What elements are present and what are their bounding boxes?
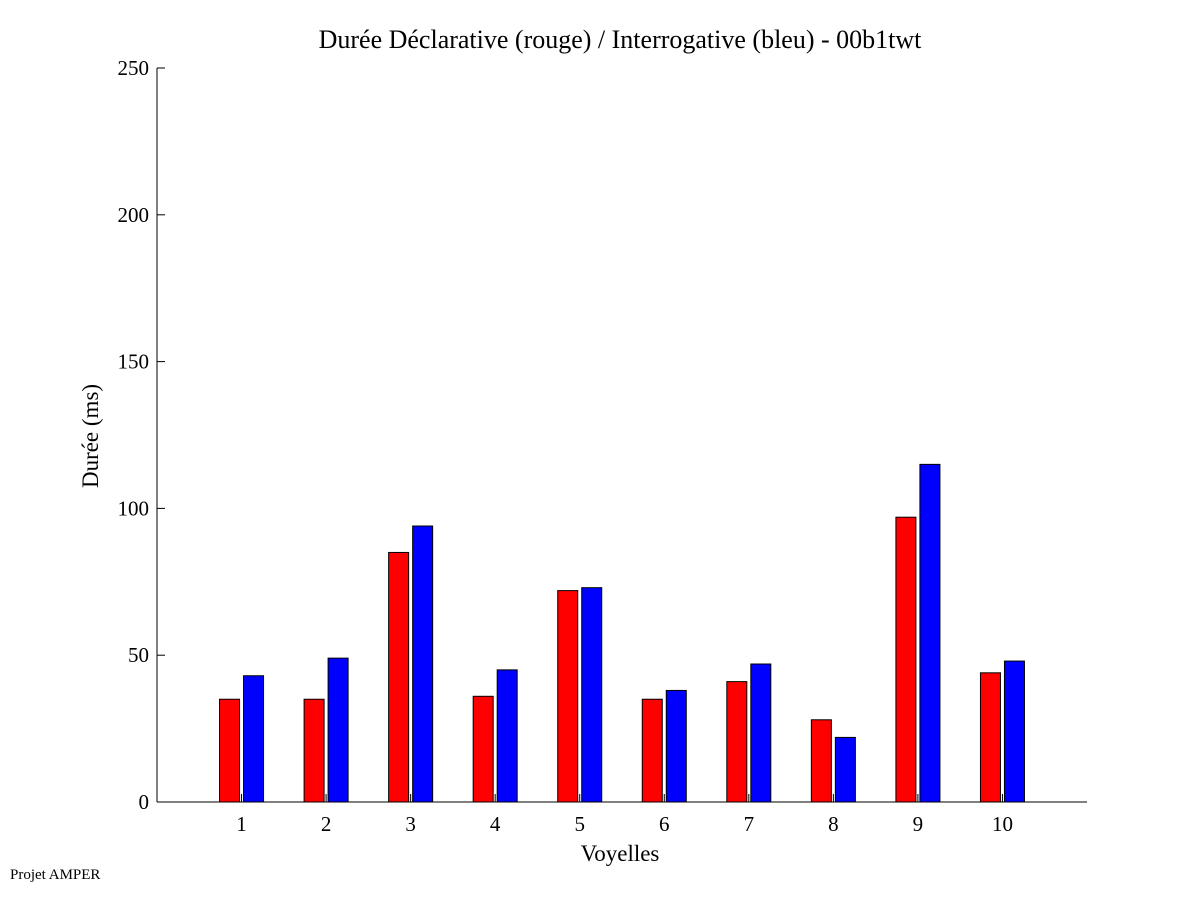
bar	[496, 669, 518, 803]
y-tick-label: 50	[128, 643, 149, 667]
y-tick-label: 100	[118, 496, 150, 520]
bar	[895, 516, 917, 803]
y-axis-label: Durée (ms)	[78, 384, 103, 488]
footer-credit: Projet AMPER	[10, 867, 100, 883]
x-tick-label: 3	[405, 812, 416, 836]
x-axis-label: Voyelles	[581, 841, 660, 866]
chart-title: Durée Déclarative (rouge) / Interrogativ…	[319, 25, 923, 54]
bar	[327, 657, 349, 803]
y-tick-label: 250	[118, 56, 150, 80]
bar	[581, 587, 603, 803]
bar	[919, 463, 941, 803]
bar	[303, 698, 325, 803]
x-tick-label: 10	[992, 812, 1013, 836]
bar	[219, 698, 241, 803]
bar	[810, 719, 832, 803]
bar	[750, 663, 772, 803]
bar	[388, 551, 410, 803]
y-tick-label: 200	[118, 203, 150, 227]
y-tick-label: 0	[139, 790, 150, 814]
bar	[979, 672, 1001, 803]
bar	[557, 590, 579, 803]
y-tick-label: 150	[118, 350, 150, 374]
x-tick-label: 4	[490, 812, 501, 836]
x-tick-label: 8	[828, 812, 839, 836]
x-tick-label: 1	[236, 812, 247, 836]
x-tick-label: 5	[574, 812, 585, 836]
x-tick-label: 7	[744, 812, 755, 836]
bar	[641, 698, 663, 803]
x-tick-label: 6	[659, 812, 670, 836]
bar	[834, 736, 856, 803]
x-tick-label: 2	[321, 812, 332, 836]
bar	[665, 689, 687, 803]
plot-area: 0 50 100 150 200 250 1 2 3 4 5 6 7 8 9 10	[118, 56, 1087, 836]
bar	[1003, 660, 1025, 803]
bar	[726, 681, 748, 803]
bar	[472, 695, 494, 803]
bar	[412, 525, 434, 803]
x-tick-label: 9	[913, 812, 924, 836]
bar	[243, 675, 265, 803]
